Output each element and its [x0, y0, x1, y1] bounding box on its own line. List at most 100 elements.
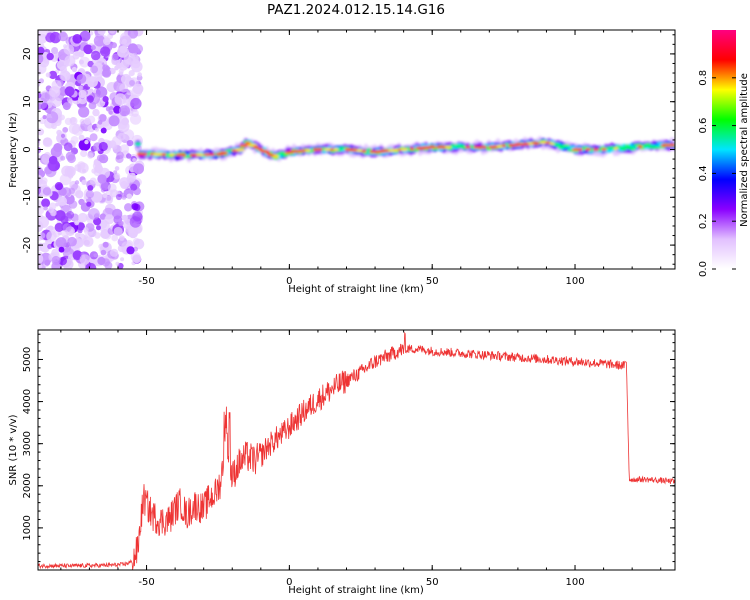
noise-speckle	[58, 246, 65, 253]
noise-speckle	[51, 79, 62, 91]
noise-speckle	[55, 237, 67, 249]
spectrogram-noise-region	[38, 30, 145, 269]
ridge-peak	[501, 144, 507, 148]
noise-speckle	[66, 97, 73, 103]
noise-speckle	[38, 53, 44, 65]
noise-speckle	[121, 192, 127, 198]
noise-speckle	[93, 253, 98, 258]
noise-speckle	[64, 55, 76, 67]
noise-speckle	[100, 127, 107, 134]
noise-speckle	[38, 146, 42, 154]
noise-speckle	[116, 62, 123, 69]
noise-speckle	[45, 72, 51, 78]
ridge-peak	[361, 149, 367, 153]
ridge-peak	[149, 152, 155, 156]
noise-speckle	[81, 179, 87, 185]
ridge-cell	[366, 148, 372, 151]
noise-speckle	[107, 183, 117, 193]
noise-speckle	[102, 193, 108, 199]
ridge-peak	[333, 148, 339, 151]
ridge-peak	[140, 152, 148, 156]
noise-speckle	[90, 45, 96, 51]
snr-background	[38, 330, 675, 570]
ridge-peak	[182, 153, 186, 157]
noise-speckle	[131, 60, 143, 73]
spectrogram-ytick-label: -10	[22, 189, 33, 205]
noise-speckle	[119, 71, 124, 76]
noise-speckle	[94, 232, 101, 239]
noise-speckle	[129, 216, 142, 228]
ridge-peak	[584, 148, 592, 151]
noise-speckle	[97, 174, 107, 184]
noise-speckle	[86, 95, 94, 103]
noise-speckle	[89, 177, 97, 185]
noise-speckle	[110, 248, 119, 257]
ridge-peak	[427, 145, 437, 149]
noise-speckle	[109, 30, 116, 34]
ridge-peak	[161, 152, 167, 156]
noise-speckle	[38, 30, 48, 38]
noise-speckle	[60, 70, 71, 82]
noise-speckle	[114, 213, 124, 223]
spectrogram-xtick-label: 50	[426, 276, 439, 287]
noise-speckle	[38, 232, 46, 239]
noise-speckle	[58, 31, 68, 42]
noise-speckle	[119, 105, 130, 117]
colorbar-tick-label: 0.8	[698, 70, 709, 86]
noise-speckle	[115, 193, 123, 201]
noise-speckle	[92, 108, 100, 117]
spectrogram-ridge	[135, 136, 675, 163]
noise-speckle	[38, 263, 43, 269]
spectrogram-xtick-label: 100	[565, 276, 584, 287]
noise-speckle	[83, 227, 89, 233]
noise-speckle	[79, 254, 91, 265]
noise-speckle	[131, 86, 143, 97]
noise-speckle	[57, 196, 67, 206]
noise-speckle	[74, 232, 81, 238]
noise-speckle	[78, 51, 85, 58]
noise-speckle	[55, 202, 60, 207]
noise-speckle	[128, 227, 135, 234]
noise-speckle	[121, 117, 129, 126]
ridge-cell	[564, 144, 570, 147]
noise-speckle	[71, 66, 77, 73]
snr-xtick-label: 50	[426, 577, 439, 588]
snr-ytick-label: 1000	[22, 515, 33, 540]
noise-speckle	[130, 113, 142, 125]
noise-speckle	[60, 215, 69, 224]
noise-speckle	[38, 253, 44, 265]
noise-speckle	[119, 235, 125, 241]
noise-speckle	[68, 200, 78, 209]
noise-speckle	[117, 132, 126, 141]
noise-speckle	[85, 190, 94, 199]
noise-speckle	[102, 241, 109, 248]
noise-speckle	[97, 256, 106, 266]
noise-speckle	[113, 226, 123, 237]
noise-speckle	[137, 72, 142, 77]
ridge-cell	[555, 144, 561, 147]
ridge-cell	[621, 147, 627, 151]
noise-speckle	[113, 170, 118, 175]
noise-speckle	[84, 139, 89, 145]
noise-speckle	[104, 195, 113, 204]
colorbar-tick-label: 0.4	[698, 165, 709, 181]
noise-speckle	[120, 257, 125, 262]
ridge-peak	[392, 148, 400, 152]
ridge-peak	[667, 143, 675, 147]
snr-ytick-label: 4000	[22, 389, 33, 414]
ridge-peak	[323, 148, 333, 151]
ridge-peak	[247, 143, 257, 147]
noise-speckle	[127, 43, 138, 54]
noise-speckle	[51, 97, 62, 108]
noise-speckle	[124, 203, 133, 212]
snr-xlabel: Height of straight line (km)	[288, 585, 424, 596]
ridge-peak	[208, 153, 216, 156]
noise-speckle	[70, 136, 79, 144]
noise-speckle	[42, 115, 47, 120]
noise-speckle	[83, 44, 93, 55]
ridge-peak	[481, 145, 487, 149]
noise-speckle	[46, 111, 59, 124]
spectrogram-ytick-label: 10	[22, 95, 33, 108]
ridge-peak	[253, 145, 259, 149]
ridge-peak	[330, 148, 334, 151]
